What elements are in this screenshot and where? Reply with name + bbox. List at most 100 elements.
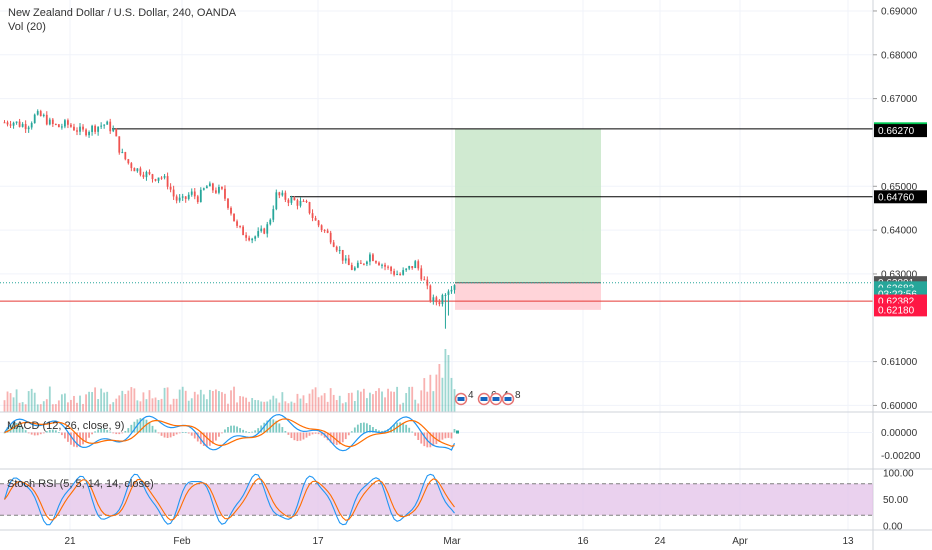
- macd-hist-bar: [266, 420, 269, 433]
- candle: [148, 169, 151, 176]
- volume-bar: [199, 389, 202, 412]
- macd-hist-bar: [160, 432, 163, 436]
- candle-body: [60, 126, 63, 128]
- candle-body: [438, 302, 441, 305]
- volume-bar: [269, 399, 272, 412]
- volume-bar: [142, 392, 145, 412]
- macd-hist-bar: [254, 430, 257, 433]
- candle: [341, 249, 344, 264]
- candle-body: [263, 228, 266, 234]
- candle: [347, 254, 350, 266]
- macd-hist-bar: [399, 422, 402, 433]
- candle-body: [275, 192, 278, 210]
- candle-body: [405, 268, 408, 271]
- macd-hist-bar: [356, 424, 359, 433]
- time-tick-label: 13: [842, 536, 854, 547]
- macd-hist-bar: [275, 420, 278, 433]
- candle: [233, 213, 235, 222]
- candle: [272, 205, 275, 223]
- candle: [444, 293, 447, 329]
- candle: [18, 118, 21, 128]
- volume-bar: [435, 374, 438, 412]
- volume-bar: [124, 394, 127, 412]
- candle-body: [88, 131, 90, 136]
- volume-bar: [39, 404, 42, 412]
- price-label-bg: [874, 124, 927, 138]
- grid: [0, 0, 873, 530]
- candle: [15, 121, 18, 125]
- candle: [221, 186, 223, 191]
- macd-hist-bar: [447, 432, 450, 438]
- candle: [335, 245, 338, 253]
- macd-hist-bar: [97, 429, 100, 433]
- candle: [24, 120, 27, 133]
- candle: [287, 198, 290, 207]
- price-tick-label: 0.61000: [881, 357, 918, 368]
- volume-bar: [353, 401, 356, 412]
- candle: [269, 218, 272, 226]
- volume-bar: [163, 387, 166, 412]
- flag-icon-stripe: [492, 397, 500, 401]
- volume-bar: [296, 393, 299, 412]
- macd-hist-bar: [381, 430, 383, 433]
- volume-bar: [366, 398, 368, 412]
- candle: [435, 295, 438, 306]
- volume-bar: [405, 393, 408, 412]
- macd-hist-bar: [18, 424, 21, 433]
- volume-bar: [127, 390, 130, 412]
- volume-bar: [317, 397, 320, 412]
- macd-hist-bar: [230, 425, 232, 433]
- candle-body: [9, 124, 12, 126]
- macd-hist-bar: [375, 429, 377, 433]
- time-axis: 21 Feb 17 Mar 16 24 Apr 13: [64, 536, 854, 547]
- candle-body: [378, 262, 380, 266]
- candle-body: [172, 189, 175, 197]
- volume-bar: [375, 390, 377, 412]
- candle-body: [70, 124, 72, 127]
- candle: [326, 228, 329, 234]
- volume-bar: [33, 392, 36, 412]
- stop-zone: [455, 282, 601, 310]
- candle: [281, 190, 284, 197]
- volume-bar: [166, 387, 169, 412]
- candle-body: [27, 127, 30, 130]
- time-tick-label: 17: [312, 536, 324, 547]
- candle-body: [230, 207, 232, 214]
- candle-body: [15, 121, 18, 123]
- volume-bar: [335, 400, 338, 412]
- candle: [97, 126, 100, 136]
- candle-body: [208, 183, 211, 187]
- macd-hist-bar: [353, 427, 356, 433]
- volume-bar: [82, 403, 84, 412]
- macd-hist-bar: [338, 432, 341, 445]
- volume-bar: [441, 377, 444, 412]
- candle: [257, 227, 260, 238]
- macd-hist-bar: [39, 432, 42, 435]
- volume-bars: [3, 349, 456, 412]
- candle: [242, 225, 244, 236]
- candle-body: [157, 177, 160, 181]
- candle: [184, 196, 187, 203]
- candle: [127, 158, 130, 165]
- candle-body: [399, 273, 402, 275]
- flag-icon-stripe: [504, 397, 512, 401]
- volume-bar: [233, 386, 235, 412]
- macd-hist-bar: [79, 432, 81, 447]
- candle-body: [18, 121, 21, 127]
- macd-hist-bar: [175, 432, 178, 435]
- candle: [60, 123, 63, 130]
- volume-bar: [193, 391, 196, 412]
- macd-hist-bar: [103, 428, 106, 433]
- macd-hist-bar: [106, 430, 109, 433]
- volume-bar: [30, 388, 33, 412]
- event-marker: 4: [454, 390, 474, 406]
- candle-body: [175, 196, 178, 201]
- volume-bar: [172, 398, 175, 412]
- macd-hist-bar: [372, 427, 374, 433]
- macd-hist-bar: [329, 432, 332, 443]
- target-zone: [455, 128, 601, 283]
- volume-bar: [254, 399, 257, 412]
- volume-bar: [148, 390, 151, 412]
- macd-hist-bar: [112, 432, 115, 434]
